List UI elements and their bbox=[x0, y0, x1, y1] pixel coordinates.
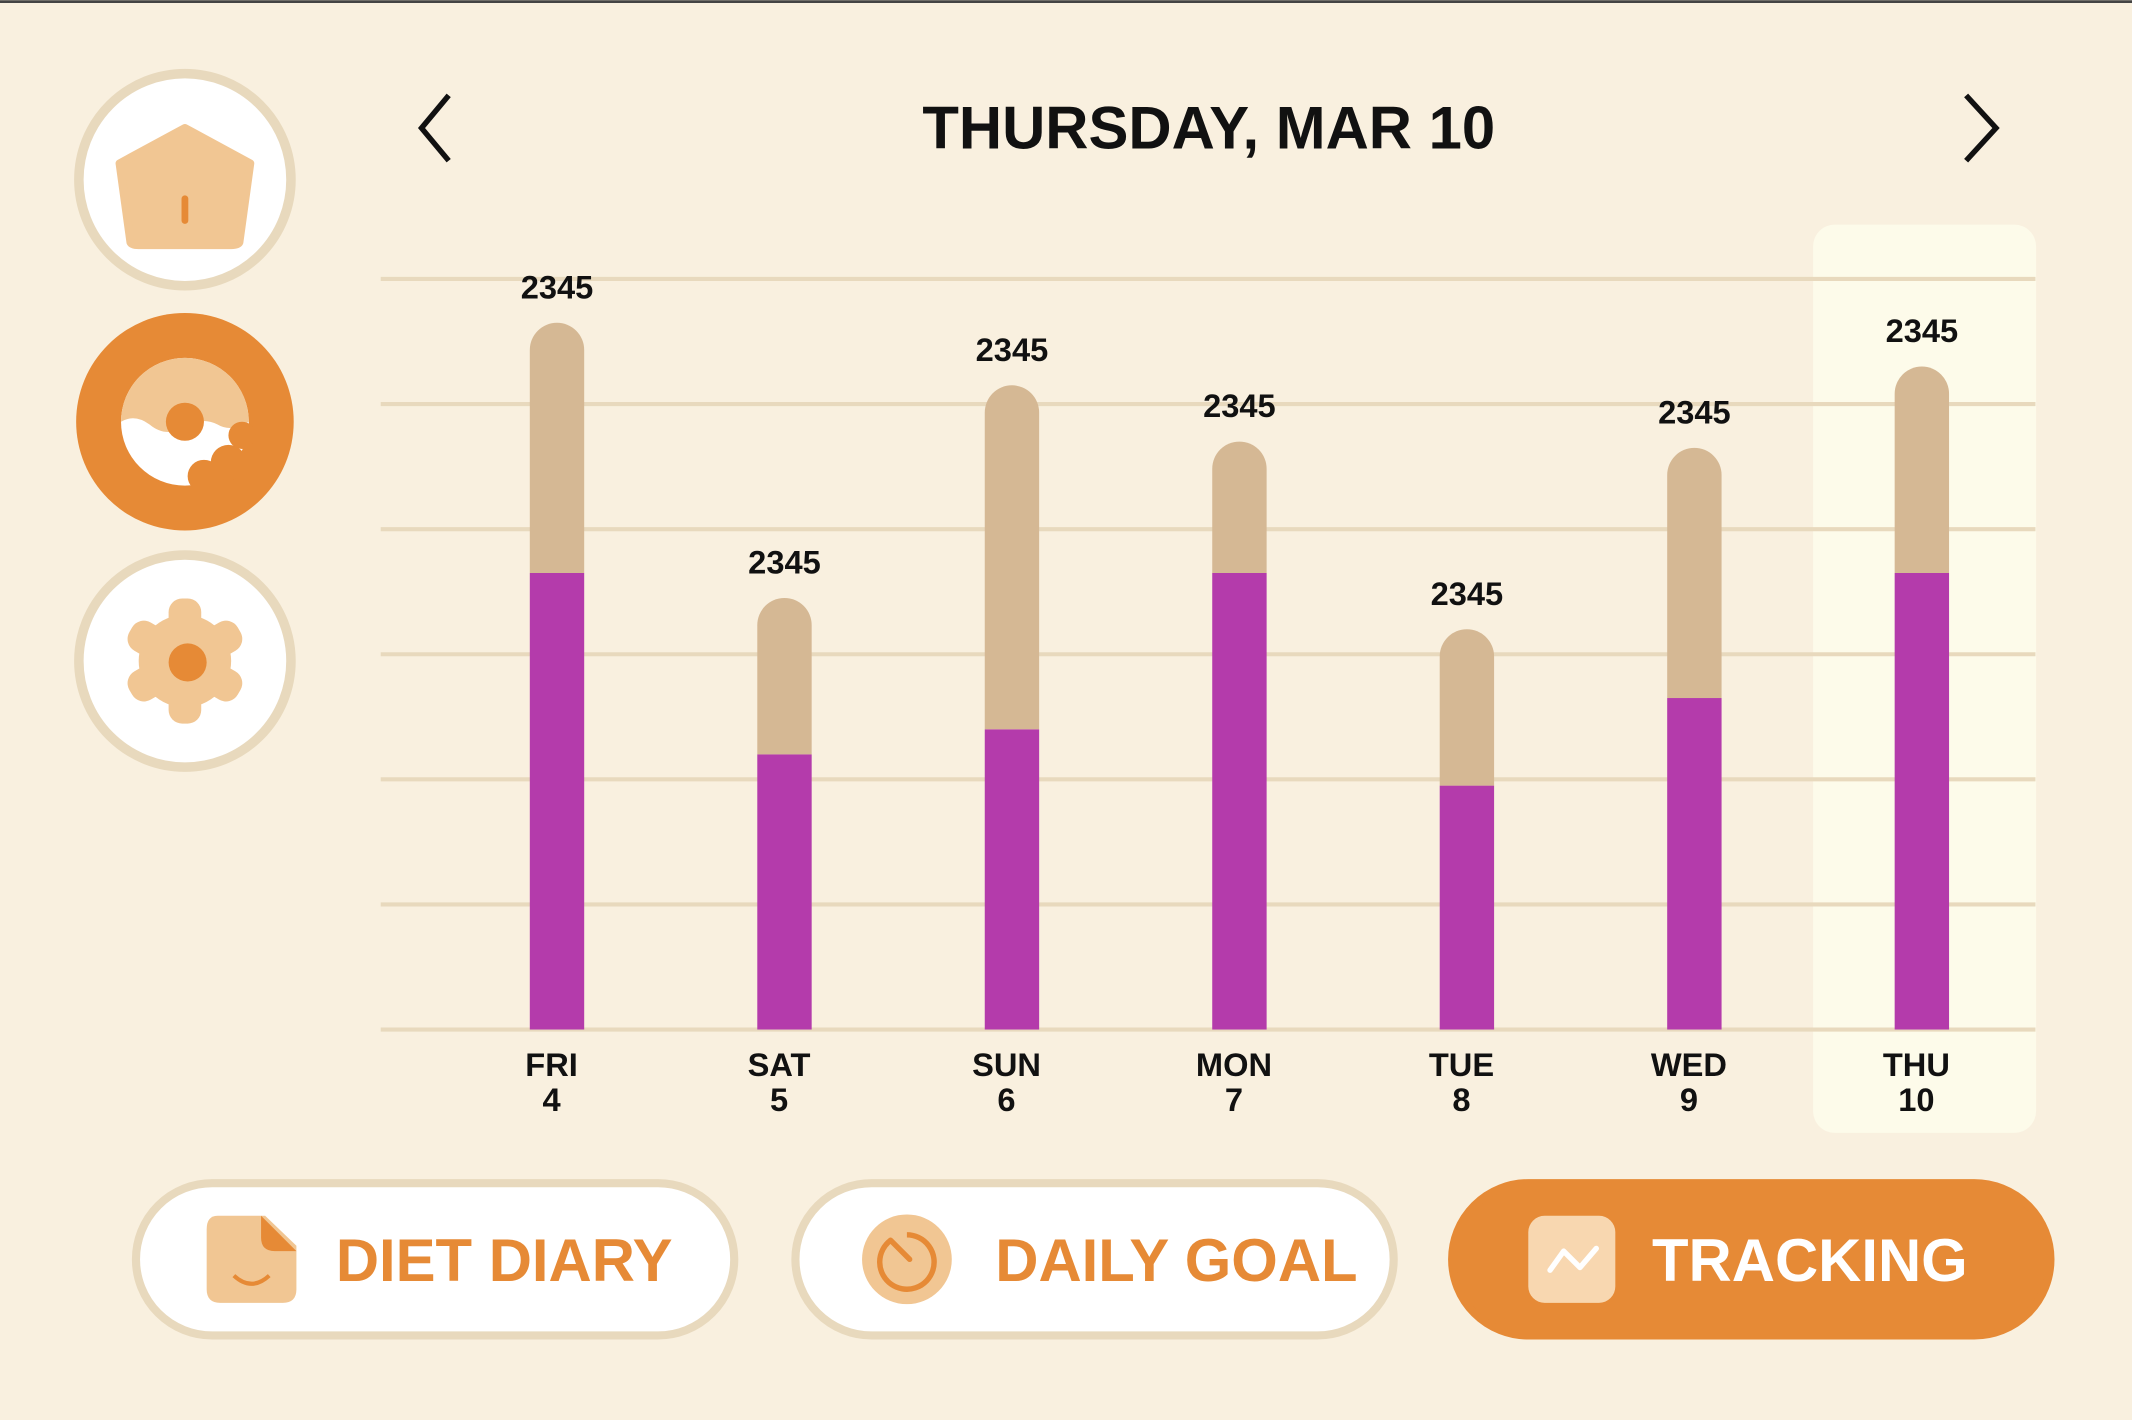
tab-icon bbox=[887, 1237, 913, 1263]
bar-segment bbox=[984, 385, 1040, 730]
date-title: THURSDAY, MAR 10 bbox=[922, 94, 1495, 161]
tab[interactable]: DAILY GOAL bbox=[791, 1179, 1398, 1340]
bar-segment bbox=[1894, 366, 1950, 573]
x-tick-label: MON bbox=[1196, 1046, 1272, 1083]
bar-segment bbox=[529, 322, 585, 573]
tab-bar: DIET DIARY DAILY GOAL TRACKING bbox=[131, 1179, 2055, 1340]
x-tick-label: SUN bbox=[972, 1046, 1041, 1083]
prev-arrow[interactable] bbox=[417, 93, 451, 163]
tab[interactable]: DIET DIARY bbox=[131, 1179, 739, 1340]
bar-segment bbox=[757, 597, 812, 755]
x-tick-label: SAT bbox=[748, 1046, 811, 1083]
bar-segment bbox=[984, 729, 1040, 1030]
tab-label: TRACKING bbox=[1652, 1227, 1968, 1294]
bar-label: 2345 bbox=[976, 331, 1049, 368]
bar-label: 2345 bbox=[1203, 387, 1276, 424]
bar-segment bbox=[1667, 698, 1722, 1030]
x-tick-label: FRI bbox=[525, 1046, 578, 1083]
bar-segment bbox=[1212, 441, 1267, 573]
bar-label: 2345 bbox=[1431, 575, 1504, 612]
x-tick-label: THU bbox=[1883, 1046, 1950, 1083]
bar-segment bbox=[1439, 785, 1495, 1030]
x-tick-label: 4 bbox=[542, 1081, 560, 1118]
tab-icon bbox=[232, 1274, 271, 1286]
tab-icon bbox=[877, 1232, 937, 1292]
bar-label: 2345 bbox=[748, 543, 821, 580]
next-arrow[interactable] bbox=[1964, 93, 2000, 163]
bar-segment bbox=[1667, 447, 1722, 699]
nav-food[interactable] bbox=[76, 312, 294, 531]
x-tick-label: 7 bbox=[1225, 1081, 1243, 1118]
nav-settings[interactable] bbox=[74, 550, 296, 772]
bar-label: 2345 bbox=[521, 268, 594, 305]
bar-segment bbox=[757, 754, 812, 1030]
x-tick-label: WED bbox=[1651, 1046, 1727, 1083]
bar-segment bbox=[1894, 572, 1950, 1030]
tab-label: DIET DIARY bbox=[336, 1227, 673, 1294]
x-tick-label: 10 bbox=[1898, 1081, 1934, 1118]
x-tick-label: 9 bbox=[1680, 1081, 1698, 1118]
x-tick-label: TUE bbox=[1429, 1046, 1494, 1083]
bar-label: 2345 bbox=[1886, 312, 1959, 349]
bar-segment bbox=[1439, 629, 1495, 786]
bar-segment bbox=[1212, 572, 1267, 1030]
bar-label: 2345 bbox=[1658, 393, 1731, 430]
tab-pill bbox=[791, 1179, 1398, 1340]
tab-icon bbox=[261, 1215, 297, 1252]
x-tick-label: 5 bbox=[770, 1081, 788, 1118]
tab-label: DAILY GOAL bbox=[995, 1227, 1357, 1294]
tab-icon bbox=[1547, 1245, 1599, 1273]
nav-home[interactable] bbox=[74, 68, 296, 291]
bar-segment bbox=[529, 572, 585, 1030]
tab[interactable]: TRACKING bbox=[1448, 1179, 2055, 1340]
x-tick-label: 6 bbox=[997, 1081, 1015, 1118]
x-tick-label: 8 bbox=[1452, 1081, 1470, 1118]
